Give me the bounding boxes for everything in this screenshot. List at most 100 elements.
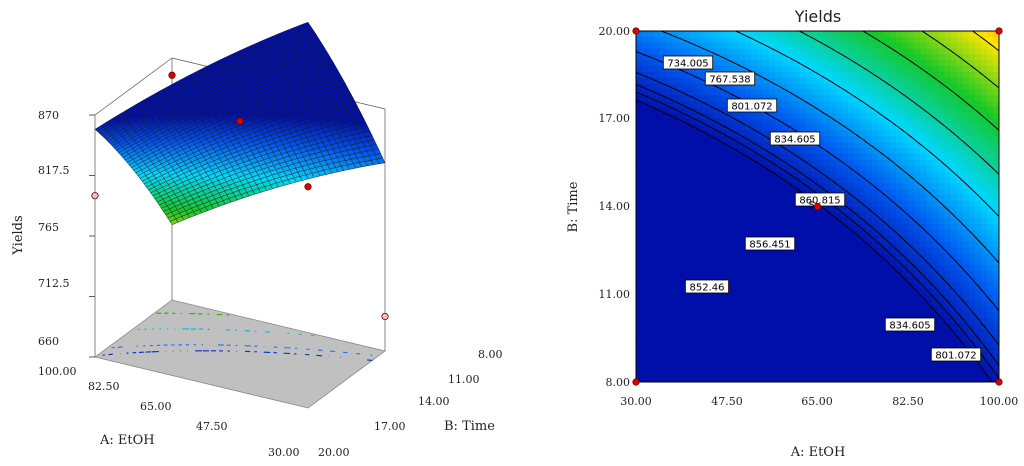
contour-heat-cell bbox=[720, 329, 728, 336]
contour-heat-cell bbox=[775, 101, 782, 108]
contour-heat-cell bbox=[817, 212, 824, 219]
contour-heat-cell bbox=[702, 376, 709, 383]
contour-heat-cell bbox=[811, 107, 818, 114]
contour-heat-cell bbox=[908, 241, 915, 248]
contour-heat-cell bbox=[871, 200, 879, 207]
contour-heat-cell bbox=[986, 148, 994, 155]
contour-heat-cell bbox=[720, 130, 728, 137]
contour-heat-cell bbox=[896, 153, 903, 161]
contour-heat-cell bbox=[720, 235, 728, 242]
contour-heat-cell bbox=[660, 89, 667, 96]
contour-heat-cell bbox=[750, 311, 758, 319]
contour-heat-cell bbox=[835, 60, 843, 67]
contour-heat-cell bbox=[986, 341, 994, 348]
contour-heat-cell bbox=[757, 305, 764, 313]
contour-heat-cell bbox=[769, 253, 776, 260]
contour-heat-cell bbox=[708, 329, 716, 336]
contour-heat-cell bbox=[829, 118, 837, 125]
contour-heat-cell bbox=[847, 253, 855, 260]
contour-heat-cell bbox=[642, 323, 649, 330]
contour-heat-cell bbox=[642, 89, 649, 96]
contour-heat-cell bbox=[738, 171, 746, 178]
contour-heat-cell bbox=[660, 188, 667, 196]
contour-heat-cell bbox=[878, 247, 885, 254]
contour-heat-cell bbox=[636, 224, 643, 231]
contour-heat-cell bbox=[956, 89, 964, 96]
contour-heat-cell bbox=[932, 101, 939, 108]
contour-heat-cell bbox=[926, 200, 933, 207]
contour-heat-cell bbox=[672, 247, 679, 254]
contour-heat-cell bbox=[835, 36, 843, 44]
contour-heat-cell bbox=[878, 124, 885, 131]
contour-heat-cell bbox=[871, 311, 879, 319]
contour-heat-cell bbox=[805, 229, 812, 237]
contour-heat-cell bbox=[884, 148, 891, 155]
contour-heat-cell bbox=[684, 259, 691, 266]
contour-heat-cell bbox=[799, 66, 806, 73]
contour-heat-cell bbox=[757, 153, 764, 161]
contour-heat-cell bbox=[932, 265, 939, 272]
contour-heat-cell bbox=[865, 317, 873, 324]
contour-heat-cell bbox=[726, 95, 734, 102]
contour-heat-cell bbox=[799, 352, 806, 359]
contour-heat-cell bbox=[636, 276, 643, 283]
contour-heat-cell bbox=[672, 300, 679, 307]
contour-heat-cell bbox=[660, 224, 667, 231]
contour-heat-cell bbox=[956, 300, 964, 307]
contour-heat-cell bbox=[992, 171, 1000, 178]
contour-heat-cell bbox=[672, 358, 679, 365]
contour-heat-cell bbox=[781, 77, 788, 85]
contour-heat-cell bbox=[744, 159, 752, 166]
contour-heat-cell bbox=[744, 335, 752, 342]
contour-heat-cell bbox=[666, 235, 673, 242]
contour-heat-cell bbox=[787, 282, 794, 289]
contour-heat-cell bbox=[871, 329, 879, 336]
contour-heat-cell bbox=[823, 48, 830, 55]
contour-heat-cell bbox=[678, 364, 685, 371]
contour-heat-cell bbox=[744, 188, 752, 196]
contour-heat-cell bbox=[684, 329, 691, 336]
contour-heat-cell bbox=[720, 270, 728, 278]
contour-heat-cell bbox=[817, 130, 824, 137]
contour-heat-cell bbox=[823, 101, 830, 108]
contour-heat-cell bbox=[769, 183, 776, 190]
contour-heat-cell bbox=[871, 31, 879, 38]
contour-heat-cell bbox=[896, 77, 903, 85]
contour-heat-cell bbox=[835, 89, 843, 96]
contour-heat-cell bbox=[920, 31, 927, 38]
contour-heat-cell bbox=[871, 130, 879, 137]
contour-heat-cell bbox=[708, 218, 716, 225]
contour-heat-cell bbox=[714, 206, 722, 213]
contour-heat-cell bbox=[660, 235, 667, 242]
contour-heat-cell bbox=[781, 253, 788, 260]
contour-heat-cell bbox=[684, 188, 691, 196]
contour-heat-cell bbox=[708, 235, 716, 242]
contour-heat-cell bbox=[690, 188, 697, 196]
contour-heat-cell bbox=[672, 364, 679, 371]
contour-heat-cell bbox=[878, 101, 885, 108]
contour-heat-cell bbox=[805, 171, 812, 178]
contour-heat-cell bbox=[636, 153, 643, 161]
contour-heat-cell bbox=[871, 317, 879, 324]
contour-heat-cell bbox=[817, 148, 824, 155]
contour-heat-cell bbox=[757, 36, 764, 44]
contour-heat-cell bbox=[847, 142, 855, 149]
contour-heat-cell bbox=[944, 200, 951, 207]
contour-heat-cell bbox=[974, 311, 982, 319]
contour-heat-cell bbox=[944, 370, 951, 377]
contour-heat-cell bbox=[980, 148, 988, 155]
contour-heat-cell bbox=[775, 31, 782, 38]
contour-heat-cell bbox=[884, 165, 891, 172]
contour-heat-cell bbox=[853, 136, 861, 143]
contour-heat-cell bbox=[968, 265, 976, 272]
contour-heat-cell bbox=[720, 259, 728, 266]
contour-heat-cell bbox=[829, 153, 837, 161]
contour-heat-cell bbox=[811, 95, 818, 102]
contour-heat-cell bbox=[859, 171, 867, 178]
contour-heat-cell bbox=[835, 276, 843, 283]
contour-heat-cell bbox=[920, 188, 927, 196]
contour-heat-cell bbox=[793, 54, 800, 61]
contour-heat-cell bbox=[884, 60, 891, 67]
contour-heat-cell bbox=[636, 188, 643, 196]
contour-heat-cell bbox=[853, 83, 861, 90]
